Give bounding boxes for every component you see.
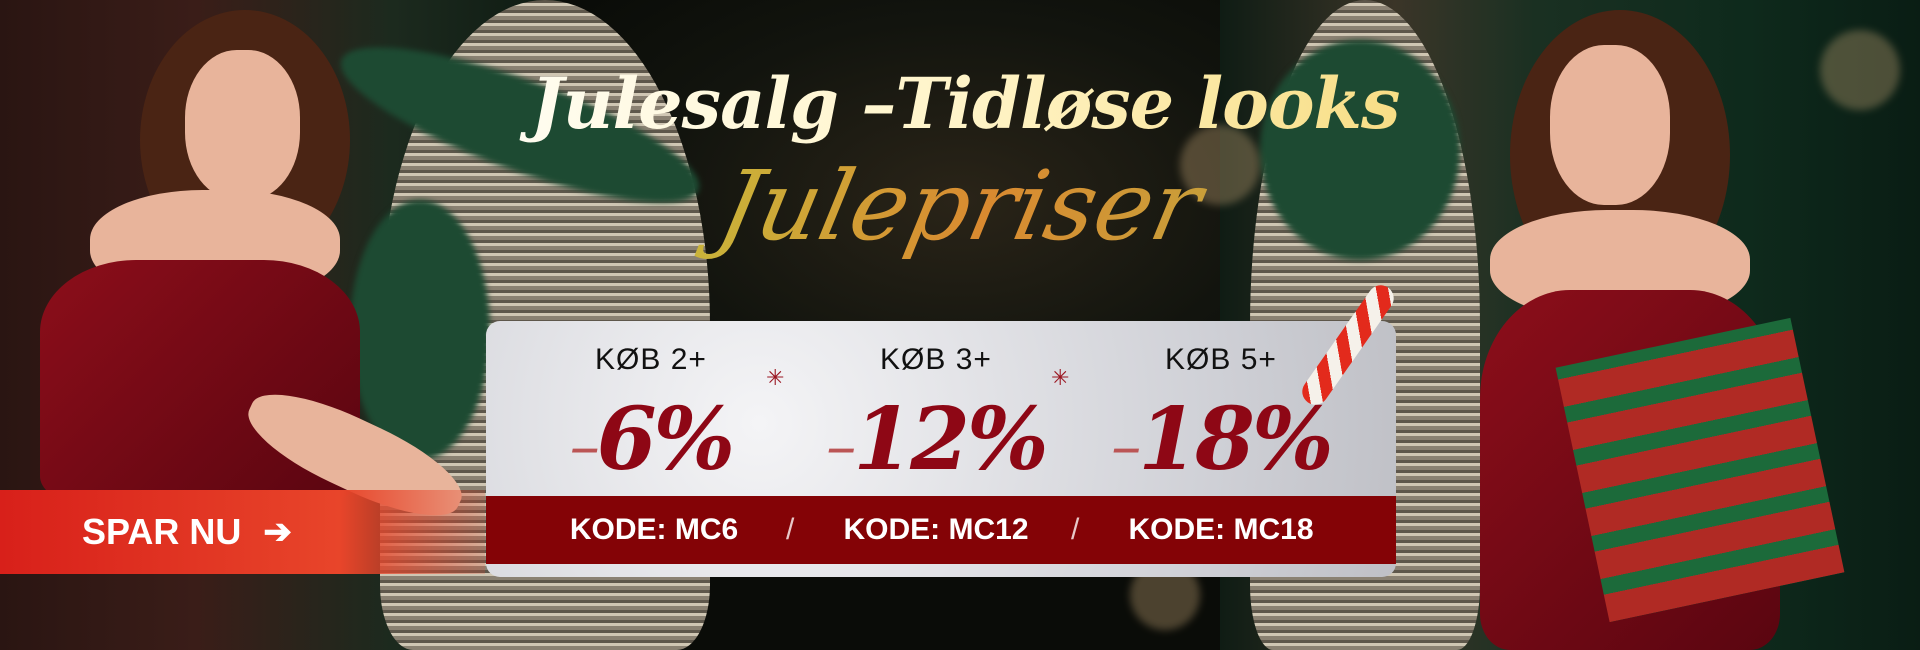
star-icon: ✳: [766, 365, 785, 390]
discount-value: 12%: [853, 389, 1048, 490]
offer-buy-label: KØB 5+: [1165, 343, 1277, 376]
coupon-code[interactable]: KODE: MC18: [1128, 513, 1314, 546]
divider: /: [1071, 513, 1080, 546]
code-bar: KODE: MC6 / KODE: MC12 / KODE: MC18: [486, 496, 1396, 564]
divider: /: [786, 513, 795, 546]
offer-tier: KØB 5+ –18%: [1091, 343, 1351, 490]
offer-card: KØB 2+ –6% ✳ KØB 3+ –12% ✳ KØB 5+ –18% K…: [486, 321, 1396, 577]
discount-dash: –: [569, 411, 600, 482]
offer-buy-label: KØB 2+: [595, 343, 707, 376]
offer-buy-label: KØB 3+: [880, 343, 992, 376]
offer-discount: –6%: [521, 389, 781, 490]
offer-discount: –12%: [806, 389, 1066, 490]
headline: Julesalg –Tidløse looks: [495, 62, 1435, 145]
discount-dash: –: [826, 411, 856, 482]
star-icon: ✳: [1051, 365, 1070, 390]
coupon-code[interactable]: KODE: MC6: [569, 513, 739, 546]
offer-tier: KØB 3+ –12%: [806, 343, 1066, 490]
discount-value: 6%: [596, 389, 736, 490]
subheadline: Julepriser: [688, 150, 1232, 262]
shop-now-button[interactable]: SPAR NU ➔: [0, 490, 485, 574]
offer-tier: KØB 2+ –6%: [521, 343, 781, 490]
offer-discount: –18%: [1091, 389, 1351, 490]
coupon-code[interactable]: KODE: MC12: [843, 513, 1029, 546]
arrow-right-icon: ➔: [263, 513, 292, 551]
shop-now-label: SPAR NU: [82, 511, 242, 552]
discount-dash: –: [1111, 411, 1141, 482]
discount-value: 18%: [1138, 389, 1333, 490]
